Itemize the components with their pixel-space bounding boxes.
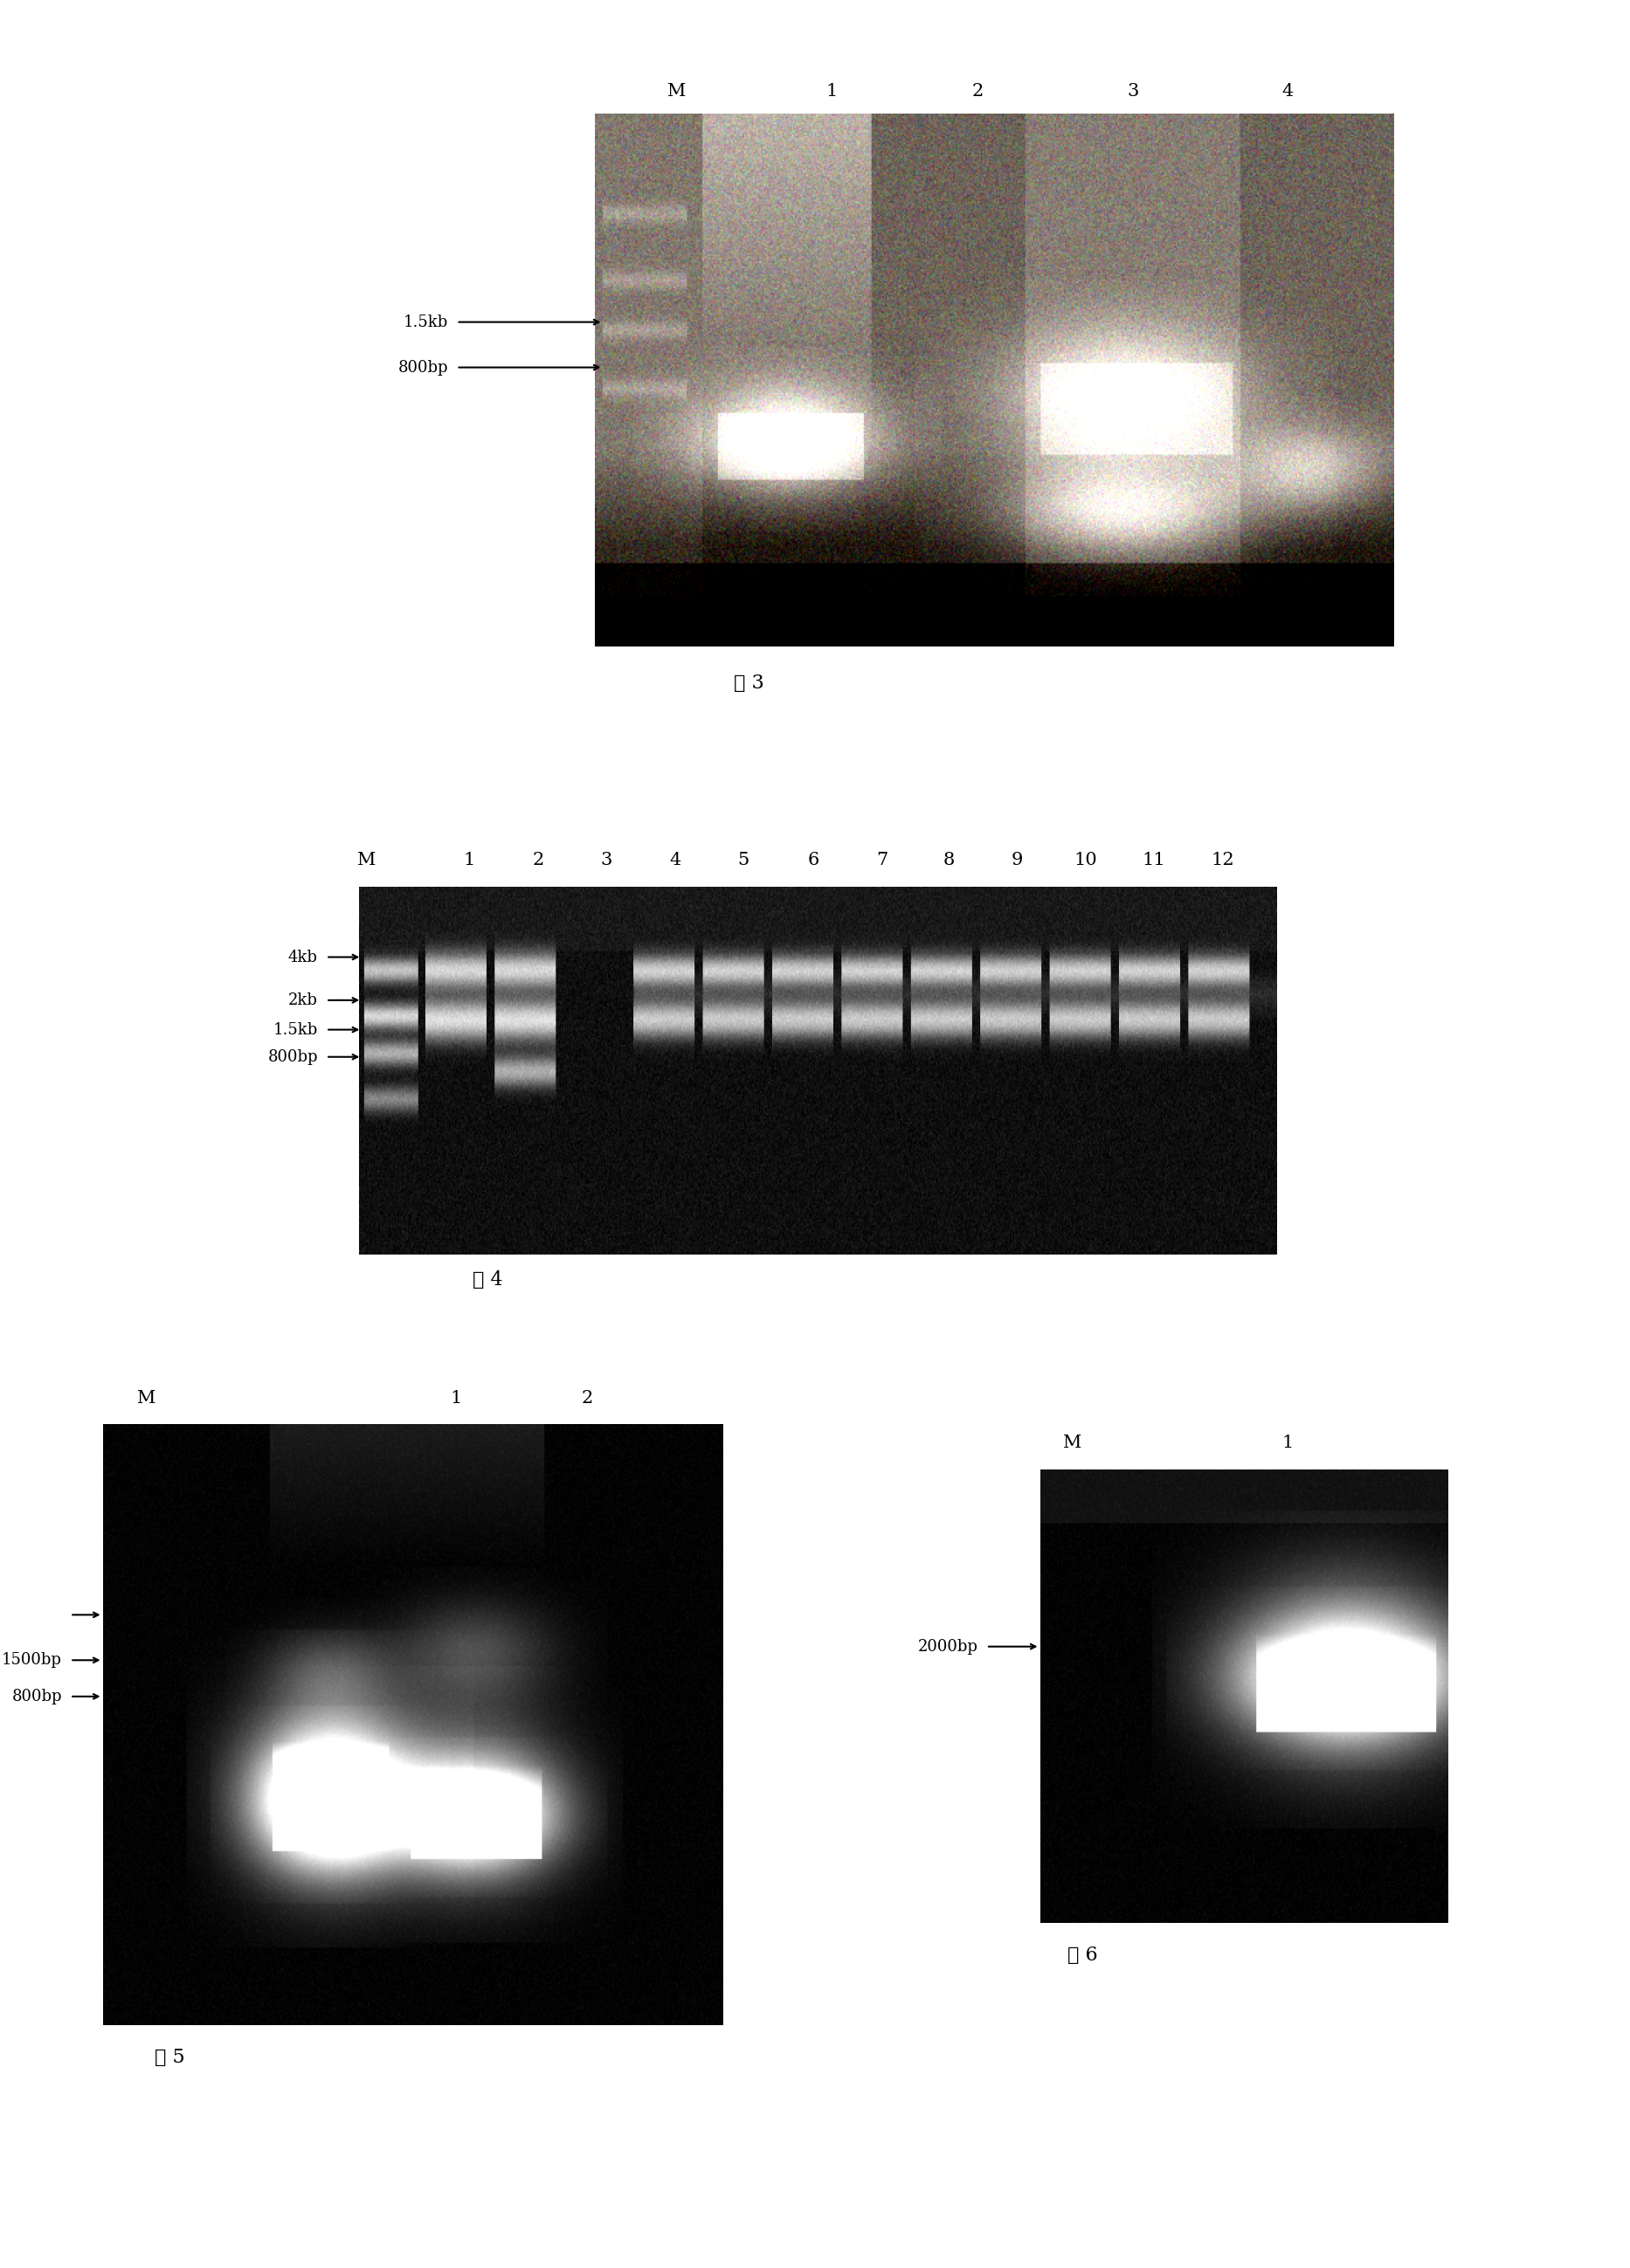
Text: 12: 12: [1211, 853, 1234, 869]
Text: 8: 8: [942, 853, 955, 869]
Text: 800bp: 800bp: [11, 1690, 62, 1703]
Text: 图 3: 图 3: [734, 674, 764, 692]
Text: 1: 1: [825, 84, 838, 100]
Text: 1.5kb: 1.5kb: [274, 1023, 318, 1036]
Text: M: M: [667, 84, 686, 100]
Text: 800bp: 800bp: [398, 361, 448, 374]
Text: 2000bp: 2000bp: [918, 1640, 978, 1653]
Text: 1: 1: [450, 1390, 463, 1406]
Text: 2: 2: [580, 1390, 593, 1406]
Text: 图 6: 图 6: [1068, 1946, 1099, 1964]
Text: 2kb: 2kb: [289, 993, 318, 1007]
Text: 4kb: 4kb: [289, 950, 318, 964]
Text: 800bp: 800bp: [267, 1050, 318, 1064]
Text: 3: 3: [600, 853, 613, 869]
Text: 1: 1: [463, 853, 476, 869]
Text: 7: 7: [875, 853, 888, 869]
Text: 2: 2: [531, 853, 544, 869]
Text: 图 4: 图 4: [473, 1270, 504, 1288]
Text: 5: 5: [737, 853, 750, 869]
Text: 图 5: 图 5: [155, 2048, 186, 2066]
Text: 9: 9: [1011, 853, 1024, 869]
Text: M: M: [137, 1390, 156, 1406]
Text: 4: 4: [1281, 84, 1294, 100]
Text: M: M: [357, 853, 377, 869]
Text: 1500bp: 1500bp: [2, 1653, 62, 1667]
Text: 1.5kb: 1.5kb: [404, 315, 448, 329]
Text: 11: 11: [1143, 853, 1165, 869]
Text: 10: 10: [1074, 853, 1097, 869]
Text: 1: 1: [1281, 1436, 1294, 1452]
Text: M: M: [1063, 1436, 1082, 1452]
Text: 3: 3: [1126, 84, 1139, 100]
Text: 6: 6: [807, 853, 820, 869]
Text: 4: 4: [668, 853, 681, 869]
Text: 2: 2: [971, 84, 985, 100]
